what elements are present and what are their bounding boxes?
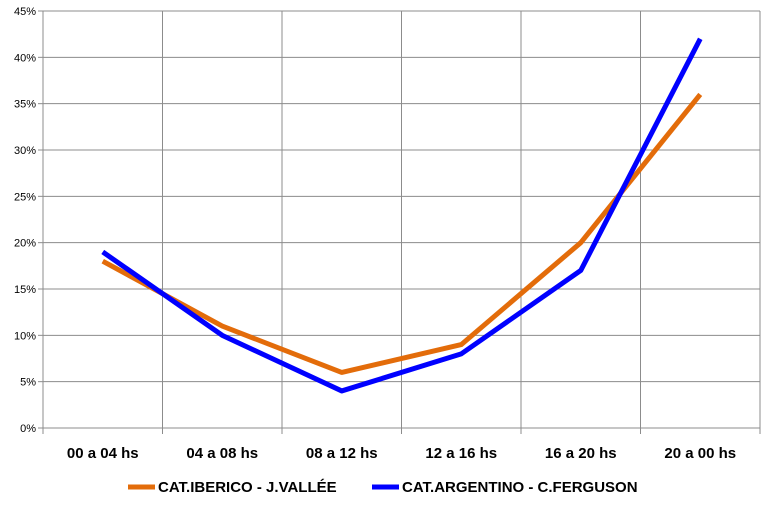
legend: CAT.IBERICO - J.VALLÉE CAT.ARGENTINO - C.…	[128, 479, 638, 496]
y-tick-label: 40%	[14, 52, 36, 64]
y-tick-label: 30%	[14, 145, 36, 157]
y-tick-label: 5%	[20, 377, 36, 389]
series-line-2	[101, 37, 703, 394]
series-lines	[101, 37, 703, 394]
x-tick-label: 16 a 20 hs	[545, 445, 617, 462]
x-tick-label: 12 a 16 hs	[425, 445, 497, 462]
series-line-1	[101, 92, 703, 375]
y-tick-label: 20%	[14, 238, 36, 250]
gridlines	[38, 10, 761, 434]
x-tick-label: 04 a 08 hs	[186, 445, 258, 462]
legend-label-2: CAT.ARGENTINO - C.FERGUSON	[402, 479, 638, 496]
y-tick-label: 0%	[20, 423, 36, 435]
y-tick-label: 45%	[14, 6, 36, 18]
y-tick-label: 10%	[14, 330, 36, 342]
x-tick-label: 08 a 12 hs	[306, 445, 378, 462]
y-tick-label: 25%	[14, 191, 36, 203]
x-axis-ticks: 00 a 04 hs 04 a 08 hs 08 a 12 hs 12 a 16 hs…	[67, 445, 736, 462]
y-axis-ticks: 0% 5% 10% 15% 20% 25% 30% 35% 40% 45%	[14, 6, 36, 435]
x-tick-label: 20 a 00 hs	[664, 445, 736, 462]
x-tick-label: 00 a 04 hs	[67, 445, 139, 462]
legend-label-1: CAT.IBERICO - J.VALLÉE	[158, 479, 337, 496]
y-tick-label: 35%	[14, 99, 36, 111]
y-tick-label: 15%	[14, 284, 36, 296]
